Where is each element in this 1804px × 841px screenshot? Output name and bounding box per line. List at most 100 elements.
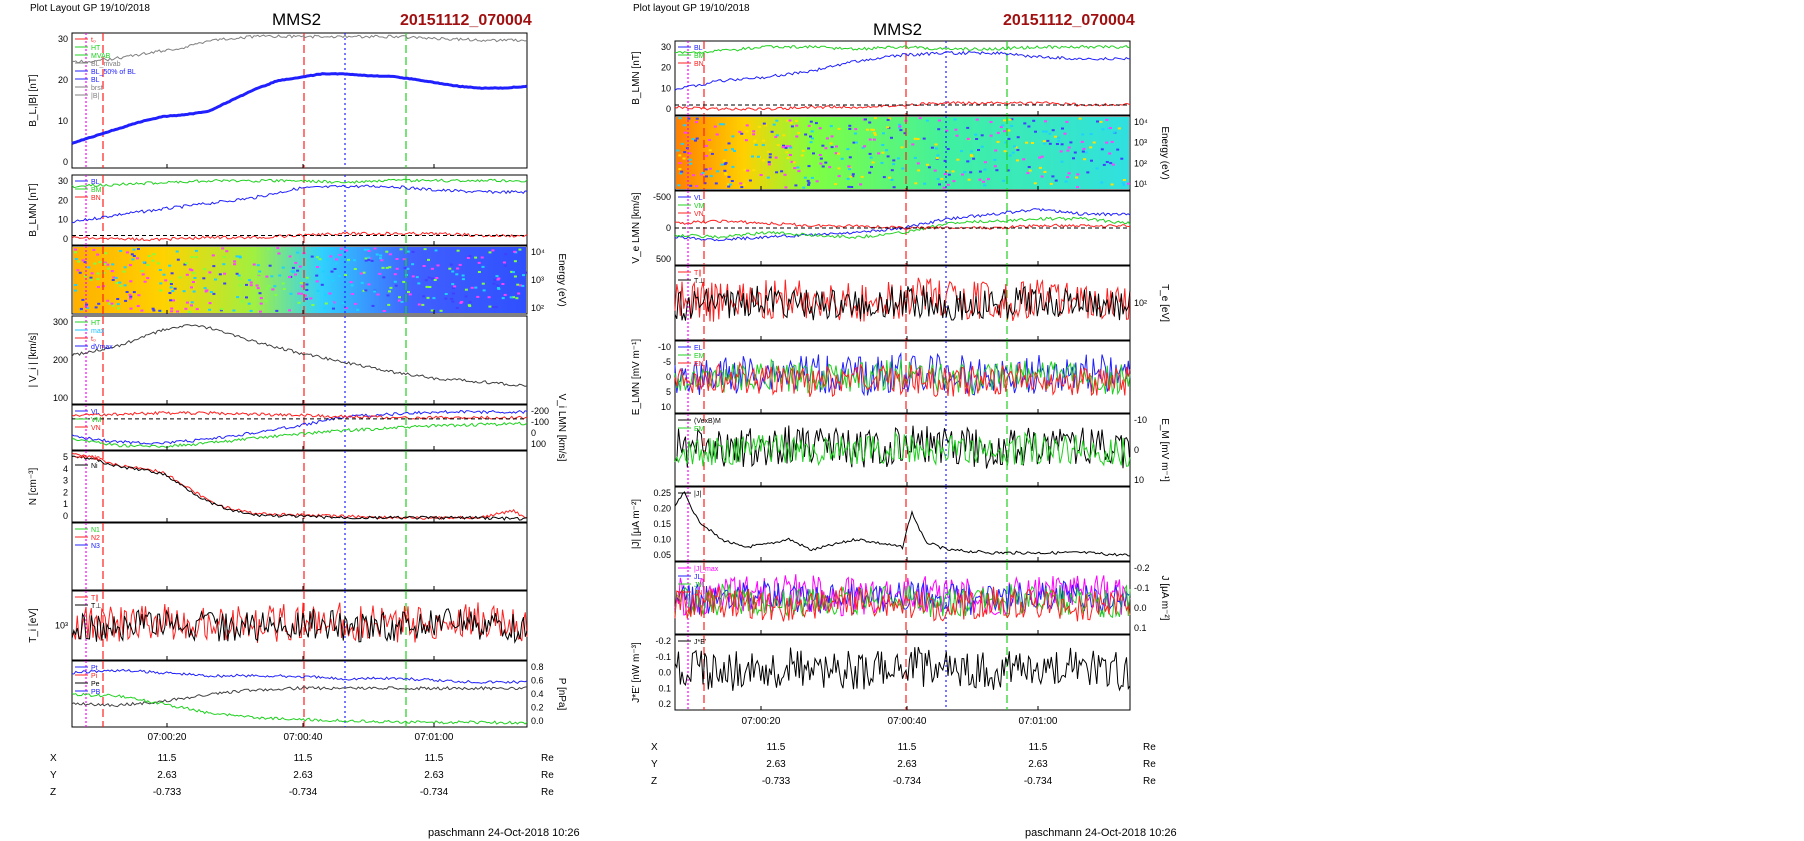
spectrogram-cell [713,125,717,128]
spectrogram-cell [963,171,967,173]
spectrogram-cell [724,172,728,175]
spectrogram-cell [809,120,813,123]
spectrogram-cell [978,170,982,173]
spectrogram-cell [1022,158,1026,161]
spectrogram-cell [115,282,119,285]
series-line [674,583,1131,619]
spectrogram-cell [159,282,163,285]
spectrogram-cell [754,143,758,146]
spectrogram-cell [104,252,108,255]
spectrogram-cell [518,248,522,251]
spectrogram-cell [455,273,459,276]
spectrogram-cell [877,152,881,155]
spectrogram-cell [135,257,139,260]
spectrogram-cell [818,127,822,130]
spectrogram-cell [373,247,377,250]
spectrogram-cell [767,161,771,164]
spectrogram-cell [458,263,462,266]
legend-entry: EM [694,353,705,360]
y-axis-label: Energy (eV) [556,253,567,306]
spectrogram-cell [1100,148,1104,151]
spectrogram-cell [316,266,319,268]
spectrogram-cell [1080,140,1084,143]
y-tick-label: 0.8 [531,662,544,672]
legend-entry: Ni [91,463,98,470]
spectrogram-cell [848,166,852,169]
legend-entry: VL [694,195,703,202]
spectrogram-cell [790,125,794,128]
spectrogram-cell [333,268,337,270]
spectrogram-cell [222,263,226,266]
spectrogram-cell [853,132,857,135]
spectrogram-cell [89,276,93,279]
ephem-value: 2.63 [293,770,313,781]
spectrogram-cell [848,168,852,171]
y-axis-label: P [nPa] [556,678,567,711]
spectrogram-cell [354,302,357,305]
spectrogram-cell [983,168,987,171]
spectrogram-cell [265,287,269,290]
spectrogram-cell [1043,170,1047,173]
spectrogram-cell [330,270,334,273]
spectrogram-cell [762,159,766,162]
ephem-value: 2.63 [766,759,786,770]
legend-entry: VM [91,417,102,424]
spectrogram-cell [937,128,941,131]
spectrogram-cell [476,295,480,298]
spectrogram-cell [708,167,712,170]
spectrogram-cell [692,174,695,177]
spectrogram-cell [168,264,172,267]
spectrogram-cell [1121,182,1125,185]
spectrogram-cell [209,291,213,293]
y-tick-label: 0.1 [658,683,671,693]
spectrogram-cell [868,121,872,124]
ephem-label: Y [50,770,57,781]
spectrogram-cell [96,272,100,275]
spectrogram-cell [397,299,401,302]
spectrogram-cell [1116,148,1120,151]
y-tick-label: 0.10 [653,535,671,545]
spectrogram-cell [375,253,379,256]
spectrogram-cell [164,279,168,282]
spectrogram-cell [1076,186,1079,189]
legend-entry: (VexB)M [694,418,721,425]
spectrogram-cell [708,149,712,152]
spectrogram-cell [373,290,377,293]
spectrogram-cell [107,267,111,270]
series-line-BN [674,100,1131,111]
spectrogram-cell [512,271,515,274]
spectrogram-cell [851,175,855,178]
series-line [674,580,1131,615]
y-tick-label: 0.2 [658,699,671,709]
y-tick-label: 0.2 [531,703,544,713]
spectrogram-cell [770,130,774,133]
spectrogram-cell [118,281,122,284]
spectrogram-cell [169,286,173,289]
series-line-VL [71,409,528,445]
y-tick-label: 2 [63,487,68,497]
spectrogram-cell [395,258,399,260]
spectrogram-cell [955,134,959,137]
spectrogram-cell [761,144,765,147]
panel-frame [71,590,528,661]
spectrogram-cell [350,284,354,287]
spectrogram-cell [393,273,397,276]
spectrogram-cell [994,149,998,152]
spectrogram-cell [366,248,370,251]
spectrogram-cell [846,177,850,180]
spectrogram-cell [400,300,404,303]
ephem-value: -0.734 [893,776,922,787]
spectrogram-cell [923,182,927,185]
spectrogram-cell [359,272,363,275]
spectrogram-cell [492,282,496,285]
ephem-value: 2.63 [897,759,917,770]
series-line-VM [71,421,528,448]
spectrogram-cell [738,130,742,133]
spectrogram-cell [513,260,517,263]
spectrogram-cell [821,144,825,147]
spectrogram-cell [1046,139,1050,142]
spectrogram-cell [257,273,261,275]
y-tick-label: -0.1 [655,652,671,662]
spectrogram-cell [1016,149,1020,151]
series-line-Ni [71,455,528,521]
